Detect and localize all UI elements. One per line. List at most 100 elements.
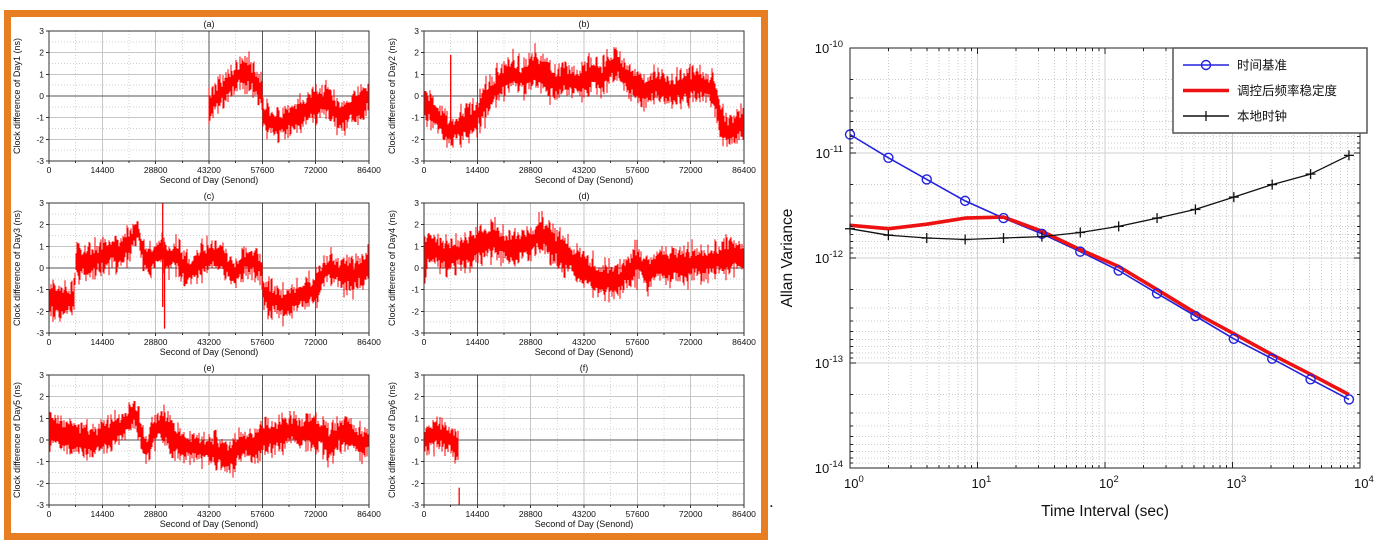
x-tick-label: 86400: [357, 509, 381, 519]
panel-title: (e): [204, 363, 215, 373]
y-tick-label: 2: [39, 392, 44, 402]
y-tick-label: -3: [411, 328, 419, 338]
x-tick-label: 86400: [732, 165, 756, 175]
x-tick-label: 0: [422, 509, 427, 519]
x-tick-label: 103: [1227, 474, 1247, 491]
panel-axes: [421, 30, 745, 164]
legend-label: 调控后频率稳定度: [1237, 83, 1338, 98]
y-tick-label: -3: [36, 156, 44, 166]
x-tick-label: 100: [844, 474, 864, 491]
panel-gridlines: [424, 375, 744, 505]
y-tick-label: -1: [411, 113, 419, 123]
x-tick-label: 28800: [144, 337, 168, 347]
y-tick-label: 3: [39, 26, 44, 36]
y-tick-label: -2: [36, 134, 44, 144]
y-tick-label: 0: [414, 91, 419, 101]
x-tick-label: 72000: [679, 165, 703, 175]
legend-label: 时间基准: [1237, 59, 1287, 73]
y-tick-label: -3: [36, 500, 44, 510]
x-tick-label: 43200: [572, 165, 596, 175]
circle-marker: [1075, 246, 1086, 257]
x-tick-label: 57600: [251, 165, 275, 175]
y-tick-label: 2: [39, 48, 44, 58]
x-tick-label: 28800: [144, 165, 168, 175]
y-tick-label: -1: [36, 285, 44, 295]
y-tick-label: 3: [39, 370, 44, 380]
x-tick-label: 57600: [626, 509, 650, 519]
y-tick-label: 2: [414, 392, 419, 402]
series-line-1: [849, 215, 1350, 397]
x-tick-label: 14400: [91, 337, 115, 347]
x-tick-label: 0: [47, 509, 52, 519]
series-line-0: [849, 133, 1350, 401]
y-axis-label: Clock difference of Day6 (ns): [387, 382, 397, 498]
y-tick-label: 10-12: [815, 249, 843, 266]
y-tick-label: -3: [411, 156, 419, 166]
circle-marker: [883, 152, 894, 164]
panel-axes: [46, 374, 370, 508]
y-tick-label: 3: [414, 370, 419, 380]
y-tick-label: 10-10: [815, 39, 843, 56]
x-tick-label: 101: [972, 474, 992, 491]
panel-gridlines: [49, 203, 369, 333]
panel-title: (a): [204, 19, 215, 29]
allan-series: [844, 129, 1355, 405]
x-axis-label: Second of Day (Senond): [535, 347, 634, 357]
y-tick-label: 0: [414, 263, 419, 273]
x-tick-label: 0: [422, 165, 427, 175]
clock-difference-panels-grid: (a) 3 2 1 0 -1 -2 -3 0 14400 28800 43200 57600 72000 8…: [11, 17, 761, 533]
y-tick-label: 0: [39, 435, 44, 445]
y-tick-label: 1: [39, 241, 44, 251]
x-tick-label: 86400: [357, 337, 381, 347]
clock-difference-figure: (a) 3 2 1 0 -1 -2 -3 0 14400 28800 43200 57600 72000 8…: [4, 10, 768, 540]
x-tick-label: 57600: [626, 337, 650, 347]
y-axis-label: Clock difference of Day3 (ns): [12, 210, 22, 326]
y-tick-label: -1: [411, 457, 419, 467]
x-tick-label: 72000: [304, 165, 328, 175]
panel-title: (f): [580, 363, 589, 373]
x-tick-label: 0: [47, 337, 52, 347]
y-tick-label: -2: [411, 306, 419, 316]
series-line-2: [849, 154, 1350, 241]
y-tick-label: 10-13: [815, 354, 843, 371]
x-axis-label: Second of Day (Senond): [160, 347, 259, 357]
circle-marker: [1343, 394, 1355, 405]
y-tick-label: -2: [411, 134, 419, 144]
y-tick-label: -1: [411, 285, 419, 295]
x-tick-label: 28800: [519, 509, 543, 519]
x-tick-label: 28800: [144, 509, 168, 519]
x-tick-label: 14400: [466, 165, 490, 175]
x-tick-label: 43200: [572, 337, 596, 347]
y-tick-label: 3: [414, 26, 419, 36]
x-tick-label: 72000: [679, 337, 703, 347]
circle-marker: [1228, 333, 1240, 345]
circle-marker: [998, 212, 1009, 224]
y-tick-label: 1: [414, 241, 419, 251]
y-tick-label: -1: [36, 113, 44, 123]
y-tick-label: -2: [36, 478, 44, 488]
y-tick-label: 1: [39, 413, 44, 423]
allan-variance-figure: 10-10 10-11 10-12 10-13 10-14 100 101 102 103 104…: [775, 0, 1382, 547]
panel-axes: [46, 202, 370, 336]
panel-axes: [46, 30, 370, 164]
y-tick-label: -2: [411, 478, 419, 488]
day6-trace: [423, 416, 459, 464]
y-tick-label: 2: [39, 220, 44, 230]
y-tick-label: 10-11: [816, 144, 844, 161]
circle-marker: [1113, 265, 1124, 276]
y-axis-label: Allan Variance: [779, 209, 796, 308]
y-tick-label: 0: [414, 435, 419, 445]
x-tick-label: 43200: [197, 337, 221, 347]
x-axis-label: Second of Day (Senond): [535, 519, 634, 529]
y-tick-label: 2: [414, 48, 419, 58]
circle-marker: [1266, 353, 1278, 364]
y-tick-label: 10-14: [815, 459, 843, 476]
circle-marker: [1190, 310, 1201, 322]
